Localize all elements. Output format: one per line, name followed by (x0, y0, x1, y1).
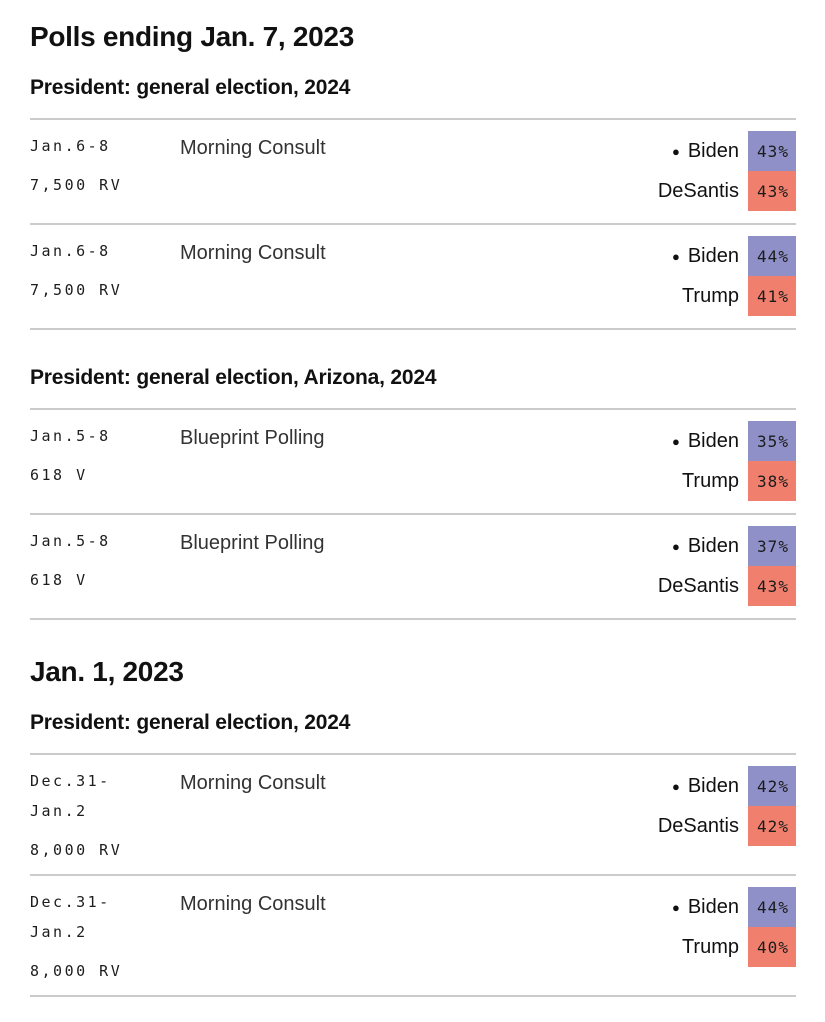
result-chip: 43% (748, 131, 796, 172)
candidate-name: DeSantis (657, 815, 739, 838)
result-line: DeSantis 43% (657, 171, 796, 212)
result-chip: 42% (748, 766, 796, 807)
pollster-name: Blueprint Polling (180, 532, 325, 555)
candidate-name: Trump (681, 285, 739, 308)
poll-meta: Dec.31- Jan.2 8,000 RV (30, 766, 180, 862)
candidate-name: Biden (687, 896, 739, 919)
poll-row: Dec.31- Jan.2 8,000 RV Morning Consult ●… (30, 753, 796, 874)
pollster-name: Morning Consult (180, 242, 326, 265)
poll-results: ● Biden 44% Trump 40% (672, 887, 796, 983)
result-chip: 38% (748, 461, 796, 502)
poll-meta: Jan.5-8 618 V (30, 421, 180, 501)
leader-dot-icon: ● (671, 899, 680, 915)
candidate-name: DeSantis (657, 575, 739, 598)
poll-results: ● Biden 44% Trump 41% (671, 236, 796, 317)
candidate-name: Biden (687, 775, 739, 798)
result-chip: 43% (748, 171, 796, 212)
candidate-name: Biden (687, 245, 739, 268)
poll-sample-size: 8,000 RV (30, 962, 123, 981)
result-chip: 43% (748, 566, 796, 607)
poll-row: Jan.5-8 618 V Blueprint Polling ● Biden … (30, 408, 796, 513)
page-title: Polls ending Jan. 7, 2023 (30, 21, 354, 52)
poll-meta: Jan.6-8 7,500 RV (30, 131, 180, 211)
candidate-name: DeSantis (657, 180, 739, 203)
poll-meta: Jan.6-8 7,500 RV (30, 236, 180, 316)
result-chip: 44% (748, 236, 796, 277)
poll-date: Jan.2 (30, 923, 88, 942)
result-line: ● Biden 43% (658, 131, 796, 172)
candidate-name: Biden (687, 535, 739, 558)
poll-group: Dec.31- Jan.2 8,000 RV Morning Consult ●… (30, 753, 796, 998)
result-line: Trump 38% (672, 461, 796, 502)
candidate-name: Trump (681, 936, 739, 959)
poll-meta: Jan.5-8 618 V (30, 526, 180, 606)
race-subheading: President: general election, 2024 (30, 711, 351, 735)
leader-dot-icon: ● (671, 248, 680, 264)
candidate-name: Biden (687, 140, 739, 163)
poll-row: Jan.5-8 618 V Blueprint Polling ● Biden … (30, 513, 796, 618)
result-chip: 41% (748, 276, 796, 317)
result-line: DeSantis 43% (657, 566, 796, 607)
poll-date: Jan.5-8 (30, 427, 111, 446)
candidate-name: Biden (687, 430, 739, 453)
result-line: ● Biden 42% (658, 766, 796, 807)
poll-date: Jan.2 (30, 802, 88, 821)
pollster-name: Morning Consult (180, 893, 326, 916)
poll-sample-size: 8,000 RV (30, 841, 123, 860)
result-line: ● Biden 35% (671, 421, 796, 462)
result-chip: 37% (748, 526, 796, 567)
race-subheading: President: general election, 2024 (30, 76, 351, 100)
poll-sample-size: 7,500 RV (30, 281, 123, 300)
pollster-name: Morning Consult (180, 137, 326, 160)
candidate-name: Trump (681, 470, 739, 493)
poll-group: Jan.6-8 7,500 RV Morning Consult ● Biden… (30, 118, 796, 331)
result-chip: 40% (748, 927, 796, 968)
poll-results: ● Biden 42% DeSantis 42% (658, 766, 796, 862)
poll-row: Dec.31- Jan.2 8,000 RV Morning Consult ●… (30, 874, 796, 995)
pollster-name: Morning Consult (180, 772, 326, 795)
pollster-name: Blueprint Polling (180, 427, 325, 450)
poll-sample-size: 618 V (30, 466, 88, 485)
result-line: Trump 41% (672, 276, 796, 317)
page-title: Jan. 1, 2023 (30, 656, 184, 688)
result-chip: 35% (748, 421, 796, 462)
result-line: Trump 40% (672, 927, 796, 968)
poll-date: Jan.6-8 (30, 242, 111, 261)
poll-group: Jan.5-8 618 V Blueprint Polling ● Biden … (30, 408, 796, 621)
poll-date: Dec.31- (30, 893, 111, 912)
poll-date: Jan.5-8 (30, 532, 111, 551)
leader-dot-icon: ● (671, 538, 680, 554)
leader-dot-icon: ● (671, 778, 680, 794)
leader-dot-icon: ● (671, 143, 680, 159)
poll-date: Dec.31- (30, 772, 111, 791)
result-chip: 42% (748, 806, 796, 847)
result-line: DeSantis 42% (657, 806, 796, 847)
poll-meta: Dec.31- Jan.2 8,000 RV (30, 887, 180, 983)
leader-dot-icon: ● (671, 433, 680, 449)
poll-row: Jan.6-8 7,500 RV Morning Consult ● Biden… (30, 223, 796, 328)
poll-row: Jan.6-8 7,500 RV Morning Consult ● Biden… (30, 118, 796, 223)
result-line: ● Biden 44% (671, 236, 796, 277)
poll-results: ● Biden 35% Trump 38% (671, 421, 796, 502)
poll-date: Jan.6-8 (30, 137, 111, 156)
poll-results: ● Biden 37% DeSantis 43% (657, 526, 796, 607)
race-subheading: President: general election, Arizona, 20… (30, 366, 437, 390)
poll-sample-size: 7,500 RV (30, 176, 123, 195)
poll-sample-size: 618 V (30, 571, 88, 590)
result-line: ● Biden 37% (658, 526, 796, 567)
result-line: ● Biden 44% (671, 887, 796, 928)
poll-results: ● Biden 43% DeSantis 43% (657, 131, 796, 212)
result-chip: 44% (748, 887, 796, 928)
